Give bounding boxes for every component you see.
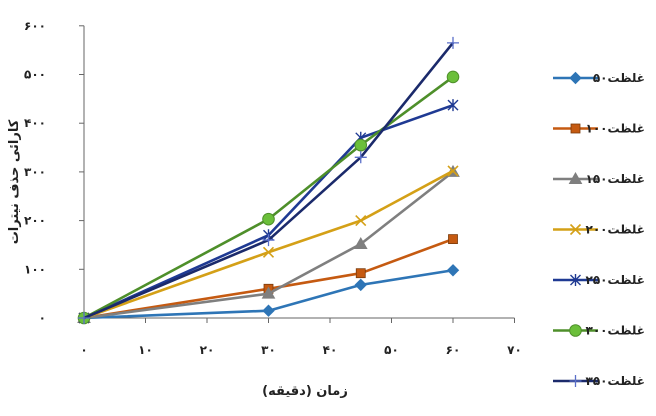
x-tick-label: ۴۰	[323, 343, 338, 357]
x-tick-label: ۰	[80, 343, 87, 357]
legend-marker	[569, 375, 582, 387]
y-tick-label: ۱۰۰	[24, 262, 46, 276]
data-point	[262, 212, 275, 226]
legend-item: غلظت۲۵۰	[553, 273, 645, 287]
y-tick-label: ۳۰۰	[24, 165, 46, 179]
legend-marker	[568, 171, 583, 184]
chart-axes: ۰ ۱۰۰ ۲۰۰ ۳۰۰ ۴۰۰ ۵۰۰ ۶۰۰ ۰ ۱۰ ۲۰ ۳۰ ۴۰ ۵۰ ۶۰ ۷۰	[24, 19, 522, 357]
chart-legend: غلظت۵۰ غلظت۱۰۰ غلظت۱۵۰ غلظت۲۰۰ غلظت۲۵۰ غلظت۳۰…	[553, 71, 645, 388]
y-tick-label: ۵۰۰	[24, 68, 46, 82]
series-line	[83, 170, 454, 320]
legend-marker	[570, 274, 581, 286]
y-tick-label: ۲۰۰	[24, 214, 46, 228]
data-point	[447, 165, 459, 177]
data-point	[446, 264, 460, 277]
legend-marker	[570, 123, 581, 134]
legend-item: غلظت۵۰	[553, 71, 645, 85]
data-point	[78, 312, 90, 324]
legend-label: غلظت۱۵۰	[586, 172, 645, 186]
data-point	[447, 99, 459, 112]
x-tick-label: ۲۰	[200, 343, 215, 357]
legend-label: غلظت۲۵۰	[586, 273, 645, 287]
x-axis-title: زمان (دقیقه)	[262, 384, 348, 399]
data-point	[262, 234, 275, 247]
data-point	[354, 138, 368, 152]
x-tick-label: ۱۰	[138, 343, 153, 357]
data-point	[354, 151, 367, 164]
series-line	[83, 268, 454, 320]
y-tick-label: ۰	[39, 311, 46, 325]
legend-marker	[569, 71, 582, 85]
legend-item: غلظت۳۵۰	[553, 374, 645, 388]
legend-label: غلظت۳۵۰	[586, 374, 645, 388]
data-point	[448, 234, 458, 245]
x-tick-label: ۳۰	[261, 343, 276, 357]
legend-marker	[569, 324, 582, 337]
y-axis-title: کارائی حذف نیترات	[7, 119, 22, 244]
series-line	[83, 103, 454, 320]
series-line	[83, 237, 454, 320]
data-point	[353, 236, 368, 249]
series-layer	[77, 36, 460, 325]
legend-label: غلظت۵۰	[593, 71, 645, 85]
legend-item: غلظت۲۰۰	[553, 223, 645, 237]
data-point	[355, 268, 366, 279]
data-point	[354, 278, 367, 292]
series-line	[83, 169, 454, 320]
legend-label: غلظت۲۰۰	[586, 223, 645, 237]
legend-item: غلظت۱۵۰	[553, 171, 645, 186]
y-tick-label: ۴۰۰	[24, 116, 46, 130]
legend-item: غلظت۱۰۰	[553, 122, 645, 136]
data-point	[262, 304, 275, 317]
data-point	[262, 246, 275, 258]
x-tick-label: ۵۰	[384, 343, 399, 357]
legend-marker	[569, 223, 582, 236]
x-tick-label: ۷۰	[507, 343, 522, 357]
legend-item: غلظت۳۰۰	[553, 324, 645, 338]
series-line	[83, 75, 454, 320]
series-line	[83, 42, 455, 320]
x-tick-label: ۶۰	[446, 343, 461, 357]
data-point	[355, 215, 367, 227]
data-point	[446, 70, 460, 84]
y-tick-label: ۶۰۰	[24, 19, 46, 33]
legend-label: غلظت۱۰۰	[586, 122, 645, 136]
series-7	[78, 36, 459, 324]
data-point	[261, 286, 276, 299]
data-point	[447, 36, 459, 49]
legend-label: غلظت۳۰۰	[586, 324, 645, 338]
